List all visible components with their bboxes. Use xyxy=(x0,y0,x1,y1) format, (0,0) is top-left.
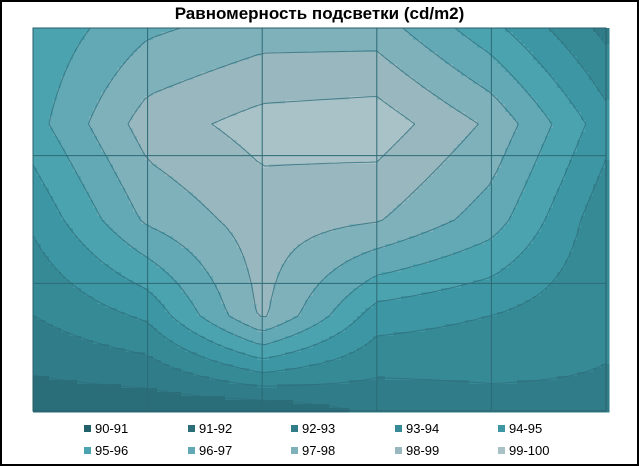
chart-title: Равномерность подсветки (cd/m2) xyxy=(174,4,465,23)
plot-border xyxy=(32,27,607,412)
contour-bands xyxy=(33,28,610,413)
